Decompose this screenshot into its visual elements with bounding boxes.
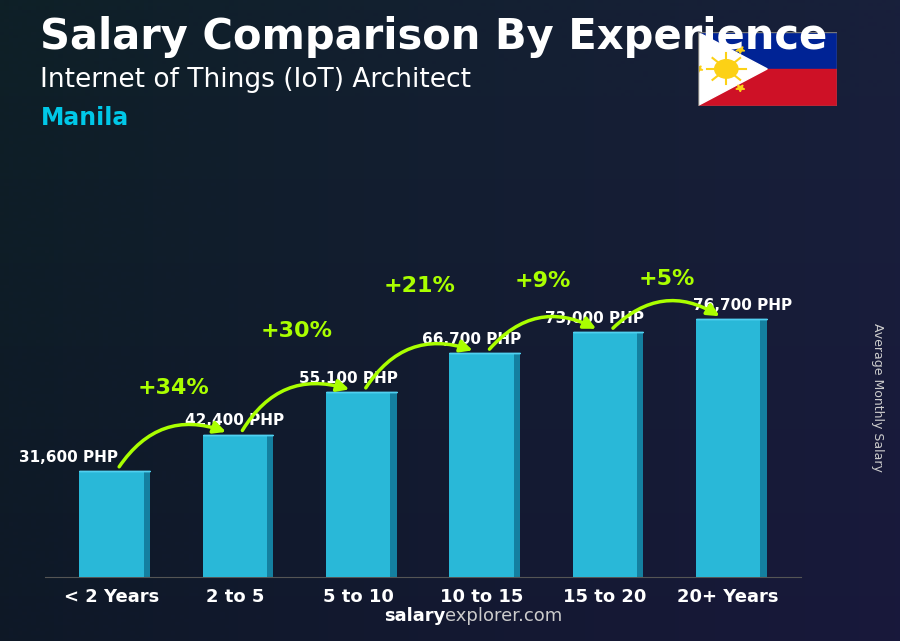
Bar [266, 435, 274, 577]
Bar [79, 470, 143, 577]
Bar [696, 319, 760, 577]
Bar [326, 392, 391, 577]
Bar [391, 392, 397, 577]
Text: Internet of Things (IoT) Architect: Internet of Things (IoT) Architect [40, 67, 472, 94]
Text: +21%: +21% [384, 276, 455, 296]
Bar [698, 32, 837, 69]
Text: +34%: +34% [137, 378, 209, 397]
Polygon shape [736, 47, 744, 53]
Bar [637, 332, 643, 577]
Text: Salary Comparison By Experience: Salary Comparison By Experience [40, 16, 828, 58]
Polygon shape [698, 32, 767, 106]
Text: explorer.com: explorer.com [446, 607, 562, 625]
Bar [572, 332, 637, 577]
Bar [143, 470, 150, 577]
Text: 73,000 PHP: 73,000 PHP [545, 311, 644, 326]
Circle shape [715, 60, 738, 78]
Bar [202, 435, 266, 577]
Text: salary: salary [384, 607, 446, 625]
Text: 55,100 PHP: 55,100 PHP [299, 371, 398, 386]
Polygon shape [694, 66, 703, 72]
Text: +9%: +9% [515, 271, 572, 292]
Text: +30%: +30% [260, 321, 332, 342]
Bar [514, 353, 520, 577]
Bar [698, 69, 837, 106]
Polygon shape [736, 85, 744, 92]
Bar [760, 319, 767, 577]
Text: 31,600 PHP: 31,600 PHP [19, 450, 118, 465]
Text: +5%: +5% [638, 269, 695, 289]
Text: Manila: Manila [40, 106, 129, 129]
Text: 42,400 PHP: 42,400 PHP [185, 413, 284, 428]
Text: Average Monthly Salary: Average Monthly Salary [871, 323, 884, 472]
Bar [449, 353, 514, 577]
Text: 66,700 PHP: 66,700 PHP [422, 332, 521, 347]
Text: 76,700 PHP: 76,700 PHP [693, 298, 793, 313]
